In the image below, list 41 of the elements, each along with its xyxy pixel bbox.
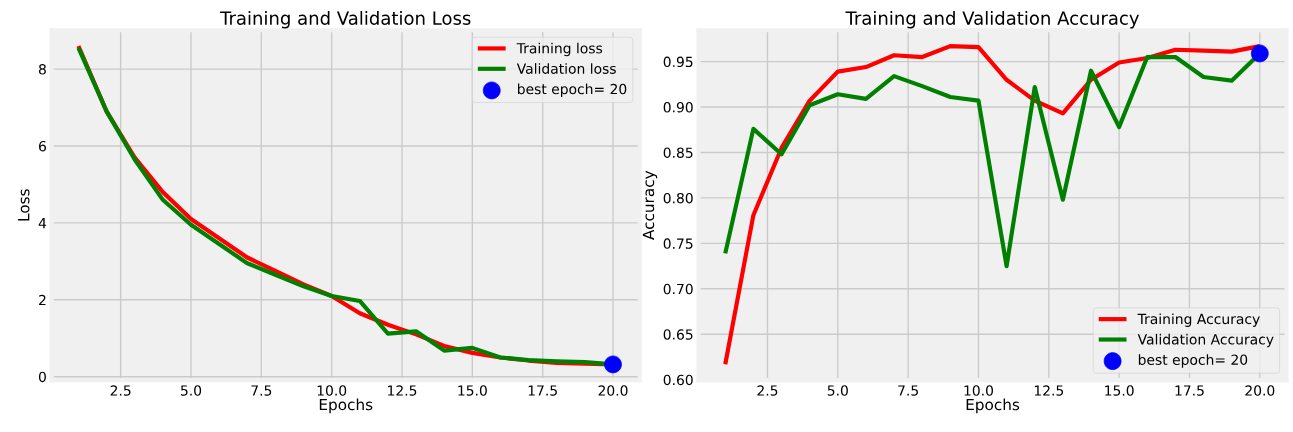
y-axis-title: Loss	[18, 189, 30, 221]
y-tick-label: 0.70	[663, 283, 693, 295]
x-tick-label: 7.5	[898, 385, 918, 396]
y-tick-label: 0.85	[663, 147, 693, 158]
y-tick-label: 6	[38, 140, 46, 152]
legend-label: Training loss	[516, 42, 603, 57]
x-tick-label: 15.0	[1105, 385, 1134, 396]
x-axis-title: Epochs	[319, 398, 373, 414]
legend-label: Validation Accuracy	[1137, 333, 1274, 348]
x-axis-title: Epochs	[966, 398, 1020, 414]
x-tick-label: 20.0	[598, 385, 628, 396]
y-tick-label: 0.90	[663, 102, 693, 113]
x-tick-label: 17.5	[528, 385, 557, 396]
x-tick-label: 7.5	[251, 385, 272, 396]
x-tick-label: 10.0	[964, 385, 993, 396]
chart-title: Training and Validation Loss	[220, 10, 471, 29]
legend-label: Training Accuracy	[1137, 313, 1260, 327]
x-tick-label: 12.5	[1034, 385, 1064, 396]
y-tick-label: 8	[38, 64, 46, 75]
y-tick-label: 0.75	[663, 238, 693, 249]
legend-label: best epoch= 20	[1138, 354, 1248, 368]
y-tick-label: 0	[38, 371, 46, 383]
x-tick-label: 17.5	[1175, 385, 1204, 396]
legend-label: Validation loss	[516, 63, 616, 74]
chart-title: Training and Validation Accuracy	[845, 10, 1139, 29]
y-tick-label: 0.80	[663, 192, 693, 204]
x-tick-label: 2.5	[110, 385, 131, 396]
y-tick-label: 4	[38, 218, 47, 229]
x-tick-label: 2.5	[757, 385, 778, 396]
y-tick-label: 0.60	[663, 374, 693, 386]
y-tick-label: 0.95	[663, 56, 693, 68]
x-tick-label: 12.5	[388, 385, 417, 396]
legend-label: best epoch= 20	[518, 83, 627, 97]
x-tick-label: 15.0	[458, 385, 487, 396]
x-tick-label: 20.0	[1245, 385, 1275, 396]
y-axis-title: Accuracy	[642, 170, 658, 240]
y-tick-label: 2	[39, 294, 46, 306]
x-tick-label: 5.0	[827, 385, 848, 396]
x-tick-label: 5.0	[181, 385, 202, 396]
y-tick-label: 0.65	[663, 329, 693, 340]
x-tick-label: 10.0	[317, 385, 347, 396]
